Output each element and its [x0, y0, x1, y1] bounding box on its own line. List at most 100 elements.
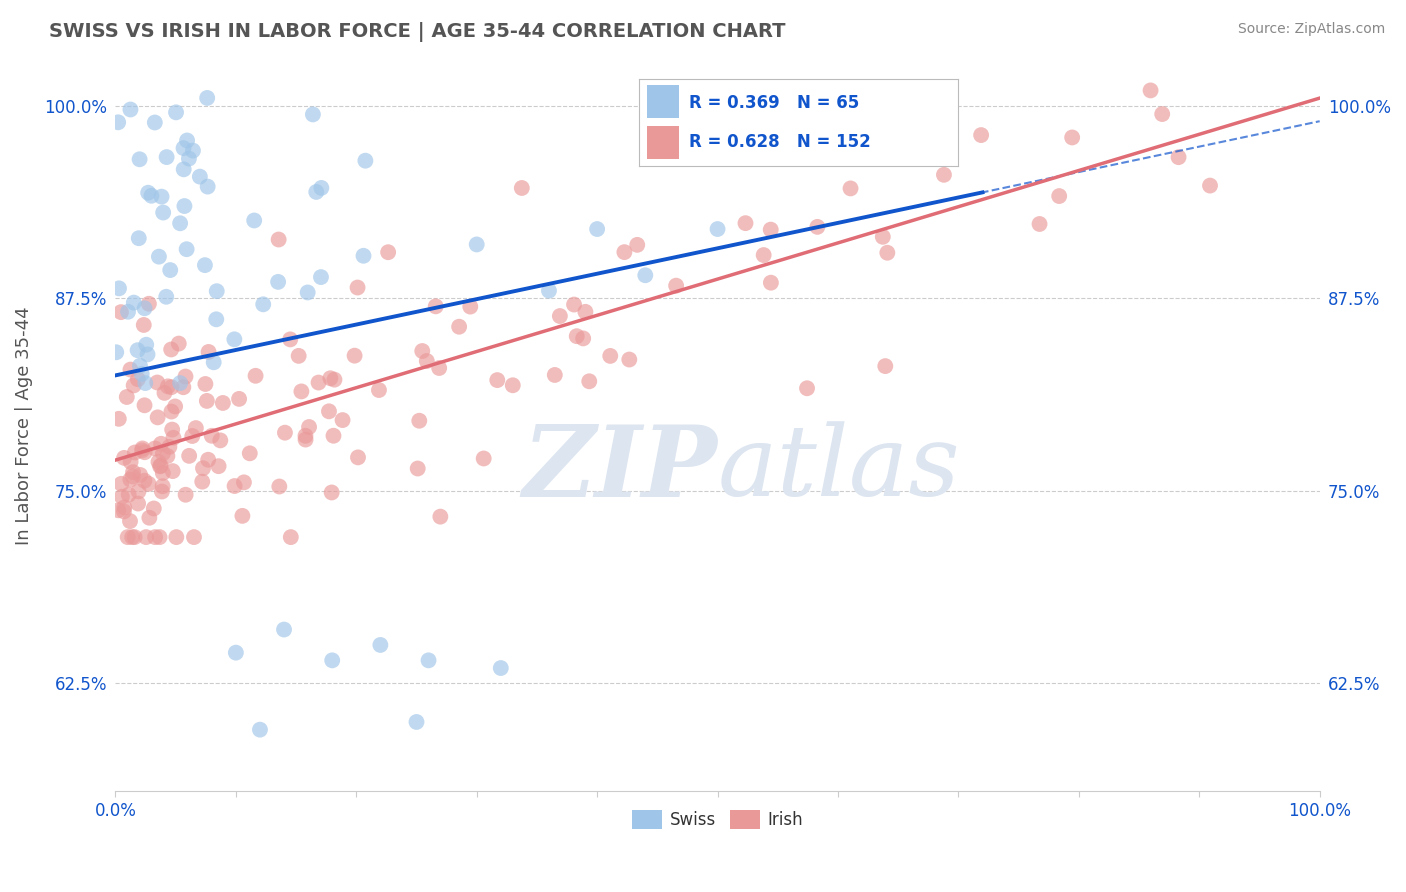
- Point: [1199, 178, 1222, 193]
- Point: [176, 242, 198, 256]
- Point: [1047, 189, 1070, 203]
- Point: [1139, 83, 1161, 97]
- Point: [152, 205, 174, 219]
- Point: [120, 103, 142, 117]
- Point: [181, 429, 204, 443]
- Point: [252, 297, 274, 311]
- Point: [343, 349, 366, 363]
- Point: [169, 216, 191, 230]
- Point: [224, 332, 246, 346]
- Point: [586, 222, 609, 236]
- Point: [148, 530, 170, 544]
- Point: [347, 450, 370, 465]
- Point: [110, 476, 132, 491]
- Point: [305, 185, 328, 199]
- Point: [152, 479, 174, 493]
- Point: [759, 276, 782, 290]
- Point: [322, 428, 344, 442]
- Point: [562, 297, 585, 311]
- Point: [245, 368, 267, 383]
- Point: [308, 376, 330, 390]
- Point: [142, 501, 165, 516]
- Point: [118, 488, 141, 502]
- Point: [876, 245, 898, 260]
- Point: [110, 305, 132, 319]
- Text: SWISS VS IRISH IN LABOR FORCE | AGE 35-44 CORRELATION CHART: SWISS VS IRISH IN LABOR FORCE | AGE 35-4…: [49, 22, 786, 42]
- Point: [150, 189, 173, 203]
- Point: [287, 349, 309, 363]
- Point: [411, 344, 433, 359]
- Point: [472, 451, 495, 466]
- Point: [143, 115, 166, 129]
- Point: [173, 199, 195, 213]
- Point: [429, 509, 451, 524]
- Point: [160, 423, 183, 437]
- Point: [1062, 130, 1084, 145]
- Point: [191, 475, 214, 489]
- Point: [148, 250, 170, 264]
- Point: [148, 455, 170, 469]
- Point: [599, 349, 621, 363]
- Point: [1167, 150, 1189, 164]
- Point: [537, 284, 560, 298]
- Point: [619, 352, 641, 367]
- Point: [418, 653, 440, 667]
- Point: [427, 361, 450, 376]
- Point: [323, 373, 346, 387]
- Point: [138, 510, 160, 524]
- Point: [136, 347, 159, 361]
- Point: [121, 530, 143, 544]
- Point: [181, 144, 204, 158]
- Point: [165, 400, 187, 414]
- Point: [449, 319, 471, 334]
- Point: [150, 437, 173, 451]
- Point: [932, 106, 955, 120]
- Point: [932, 168, 955, 182]
- Point: [122, 295, 145, 310]
- Point: [162, 431, 184, 445]
- Point: [574, 305, 596, 319]
- Point: [127, 372, 149, 386]
- Point: [159, 263, 181, 277]
- Legend: Swiss, Irish: Swiss, Irish: [624, 803, 810, 836]
- Point: [120, 473, 142, 487]
- Point: [665, 278, 688, 293]
- Point: [121, 469, 143, 483]
- Point: [243, 213, 266, 227]
- Point: [146, 376, 169, 390]
- Text: atlas: atlas: [717, 422, 960, 517]
- Point: [465, 237, 488, 252]
- Point: [153, 385, 176, 400]
- Point: [298, 420, 321, 434]
- Point: [209, 434, 232, 448]
- Point: [269, 479, 291, 493]
- Point: [146, 410, 169, 425]
- Point: [353, 249, 375, 263]
- Point: [249, 723, 271, 737]
- Point: [872, 229, 894, 244]
- Point: [239, 446, 262, 460]
- Point: [205, 312, 228, 326]
- Point: [134, 474, 156, 488]
- Point: [124, 530, 146, 544]
- Point: [169, 376, 191, 390]
- Point: [202, 355, 225, 369]
- Point: [321, 653, 343, 667]
- Point: [224, 479, 246, 493]
- Point: [149, 459, 172, 474]
- Point: [117, 530, 139, 544]
- Point: [135, 530, 157, 544]
- Point: [129, 467, 152, 482]
- Point: [152, 466, 174, 480]
- Point: [156, 379, 179, 393]
- Point: [309, 270, 332, 285]
- Point: [105, 345, 128, 359]
- Point: [273, 623, 295, 637]
- Point: [127, 497, 149, 511]
- Point: [267, 275, 290, 289]
- Point: [128, 231, 150, 245]
- Point: [232, 475, 254, 490]
- Point: [132, 318, 155, 332]
- Point: [734, 216, 756, 230]
- Point: [634, 268, 657, 283]
